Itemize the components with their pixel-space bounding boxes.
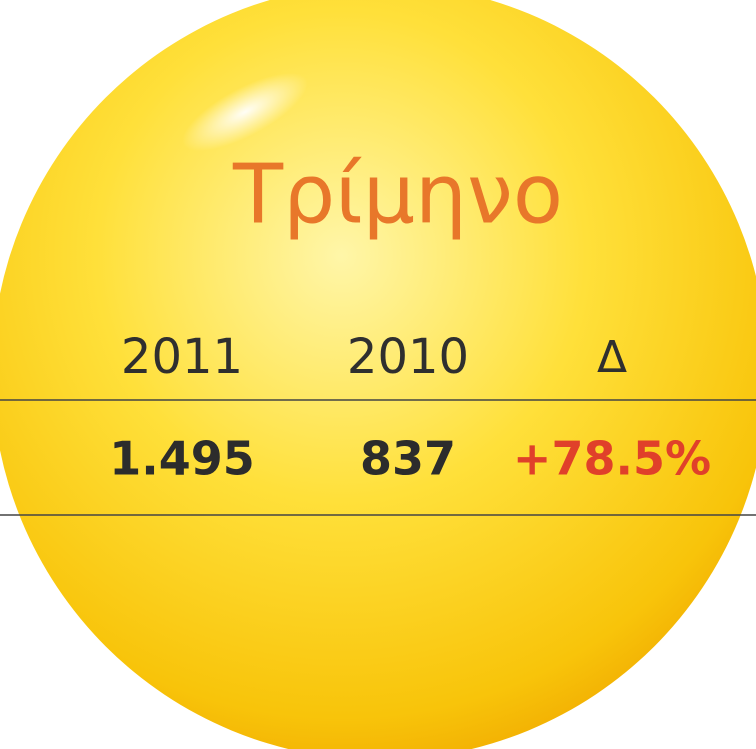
cell-value: 1.495 <box>109 432 255 486</box>
column-header: Δ <box>597 332 627 383</box>
infographic: Τρίμηνο 2011 2010 Δ 1.495 837 +78.5% <box>0 0 756 749</box>
cell-change: +78.5% <box>513 432 711 486</box>
cell-value: 837 <box>360 432 456 486</box>
title: Τρίμηνο <box>232 147 563 242</box>
column-header: 2011 <box>121 329 243 385</box>
column-header: 2010 <box>347 329 469 385</box>
